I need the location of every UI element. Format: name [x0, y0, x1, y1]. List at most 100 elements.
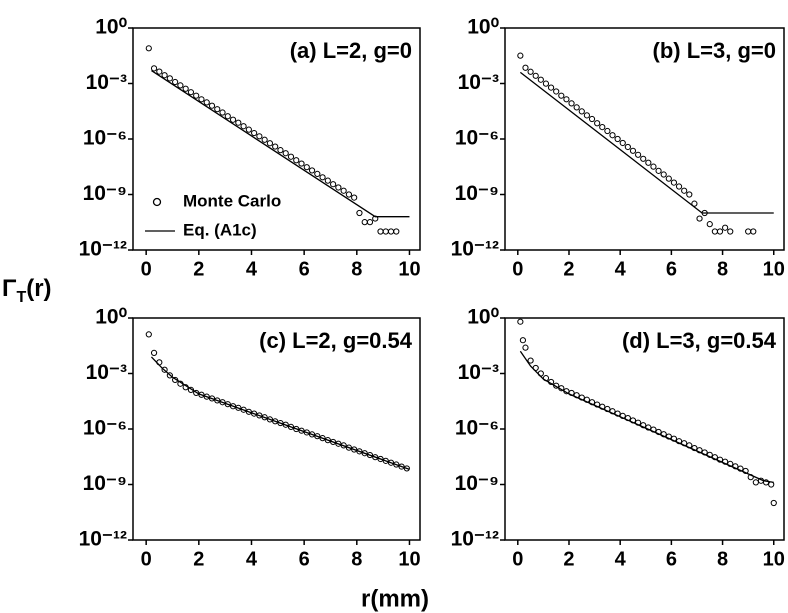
data-point — [319, 174, 326, 181]
y-axis-label: ΓT(r) — [2, 275, 52, 306]
data-point — [522, 64, 529, 71]
data-point — [635, 151, 642, 158]
data-point — [356, 448, 363, 455]
data-point — [387, 459, 395, 466]
data-point — [675, 183, 683, 190]
data-point — [583, 112, 591, 119]
data-point — [303, 164, 310, 171]
legend-label: Eq. (A1c) — [183, 220, 257, 239]
data-point — [594, 120, 601, 127]
y-tick-label: 10⁻¹² — [79, 238, 127, 261]
legend-label: Monte Carlo — [183, 191, 281, 210]
x-tick-label: 2 — [193, 258, 204, 280]
y-tick-label: 10⁻¹² — [451, 528, 499, 551]
data-point — [578, 108, 585, 115]
y-tick-label: 10⁻⁹ — [455, 472, 499, 495]
x-tick-label: 8 — [351, 548, 362, 570]
data-point — [187, 89, 195, 96]
data-point — [558, 92, 565, 99]
panel-title: (b) L=3, g=0 — [653, 38, 776, 63]
data-point — [599, 123, 606, 131]
x-tick-label: 2 — [563, 548, 574, 570]
data-point — [351, 446, 358, 453]
y-tick-label: 10⁻³ — [86, 361, 127, 384]
data-point — [537, 76, 544, 83]
y-tick-label: 10⁻⁶ — [83, 127, 127, 150]
data-point — [266, 416, 274, 423]
data-point — [770, 499, 777, 507]
data-point — [287, 423, 295, 430]
data-point — [172, 78, 179, 86]
data-point — [150, 349, 158, 356]
x-tick-label: 0 — [141, 548, 152, 570]
data-point — [686, 191, 693, 198]
data-point — [752, 479, 759, 486]
data-point — [251, 410, 258, 417]
data-point — [519, 337, 527, 344]
x-tick-label: 4 — [615, 548, 627, 570]
data-point — [762, 479, 770, 486]
data-point — [650, 163, 657, 170]
data-point — [573, 104, 580, 111]
data-point — [366, 219, 374, 226]
data-point — [553, 88, 560, 95]
data-point — [193, 389, 200, 397]
data-point — [293, 157, 300, 164]
y-tick-label: 10⁻³ — [458, 361, 499, 384]
data-point — [177, 82, 184, 89]
data-point — [298, 160, 305, 167]
data-point — [750, 228, 757, 235]
data-point — [324, 177, 331, 184]
data-point — [240, 123, 247, 130]
data-point — [272, 143, 279, 150]
data-point — [604, 127, 611, 135]
data-point — [640, 155, 647, 162]
data-point — [235, 119, 242, 126]
data-point — [208, 395, 216, 402]
data-point — [711, 228, 718, 235]
data-point — [382, 457, 389, 464]
data-point — [287, 153, 295, 160]
x-tick-label: 0 — [141, 258, 152, 280]
data-point — [542, 80, 550, 87]
data-point — [345, 444, 353, 451]
data-point — [532, 72, 539, 79]
y-tick-label: 10⁻⁹ — [83, 472, 127, 495]
data-point — [166, 75, 173, 82]
data-point — [588, 115, 596, 123]
data-point — [645, 159, 652, 166]
data-point — [282, 150, 289, 157]
y-tick-label: 10⁻⁹ — [455, 182, 499, 205]
data-point — [208, 102, 216, 109]
data-point — [150, 65, 158, 72]
x-tick-label: 2 — [193, 548, 204, 570]
data-point — [393, 228, 400, 235]
data-point — [629, 147, 637, 154]
data-point — [660, 171, 667, 178]
x-tick-label: 8 — [717, 548, 728, 570]
data-point — [219, 399, 226, 406]
data-point — [387, 228, 395, 235]
x-tick-label: 2 — [563, 258, 574, 280]
data-point — [568, 100, 575, 107]
data-point — [619, 139, 626, 147]
y-tick-label: 10⁻⁶ — [83, 417, 127, 440]
data-point — [745, 228, 752, 235]
data-point — [251, 129, 258, 137]
x-tick-label: 10 — [398, 258, 420, 280]
data-point — [624, 143, 631, 151]
data-point — [166, 372, 173, 379]
y-tick-label: 10⁻¹² — [451, 238, 499, 261]
data-point — [517, 52, 524, 59]
data-point — [681, 187, 688, 194]
data-point — [716, 228, 724, 235]
data-point — [256, 133, 263, 140]
x-tick-label: 4 — [615, 258, 627, 280]
x-tick-label: 8 — [351, 258, 362, 280]
fit-line — [519, 350, 774, 484]
legend-marker — [152, 197, 162, 207]
x-tick-label: 10 — [763, 548, 785, 570]
data-point — [330, 181, 337, 188]
x-tick-label: 10 — [763, 258, 785, 280]
